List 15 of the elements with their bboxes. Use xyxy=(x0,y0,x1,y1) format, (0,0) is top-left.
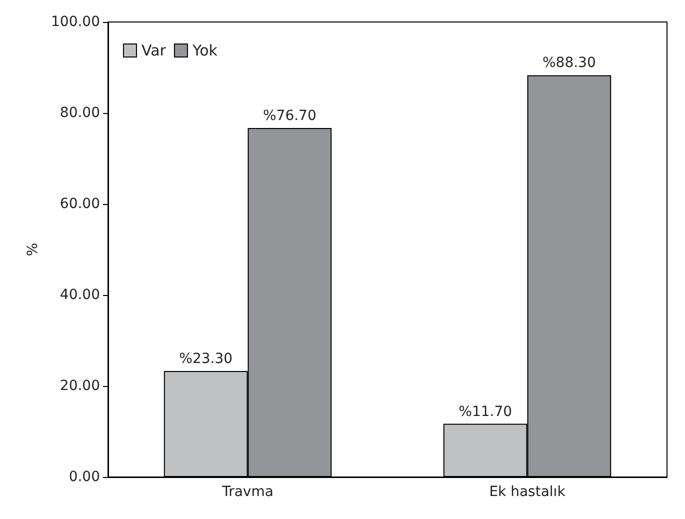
data-label: %88.30 xyxy=(542,55,596,72)
y-tick-label: 80.00 xyxy=(60,105,100,121)
x-tick-label: Travma xyxy=(221,484,274,500)
y-tick-label: 60.00 xyxy=(60,196,100,212)
x-tick-label: Ek hastalık xyxy=(489,484,566,500)
y-tick-label: 20.00 xyxy=(60,378,100,394)
legend-label: Var xyxy=(142,42,167,60)
data-label: %23.30 xyxy=(179,350,233,367)
data-label: %11.70 xyxy=(458,404,512,420)
y-tick-label: 0.00 xyxy=(68,469,100,485)
legend-label: Yok xyxy=(191,42,218,60)
y-axis-title: % xyxy=(25,242,42,256)
y-tick-label: 100.00 xyxy=(51,14,100,30)
data-label: %76.70 xyxy=(262,108,316,124)
y-tick-label: 40.00 xyxy=(60,287,100,303)
